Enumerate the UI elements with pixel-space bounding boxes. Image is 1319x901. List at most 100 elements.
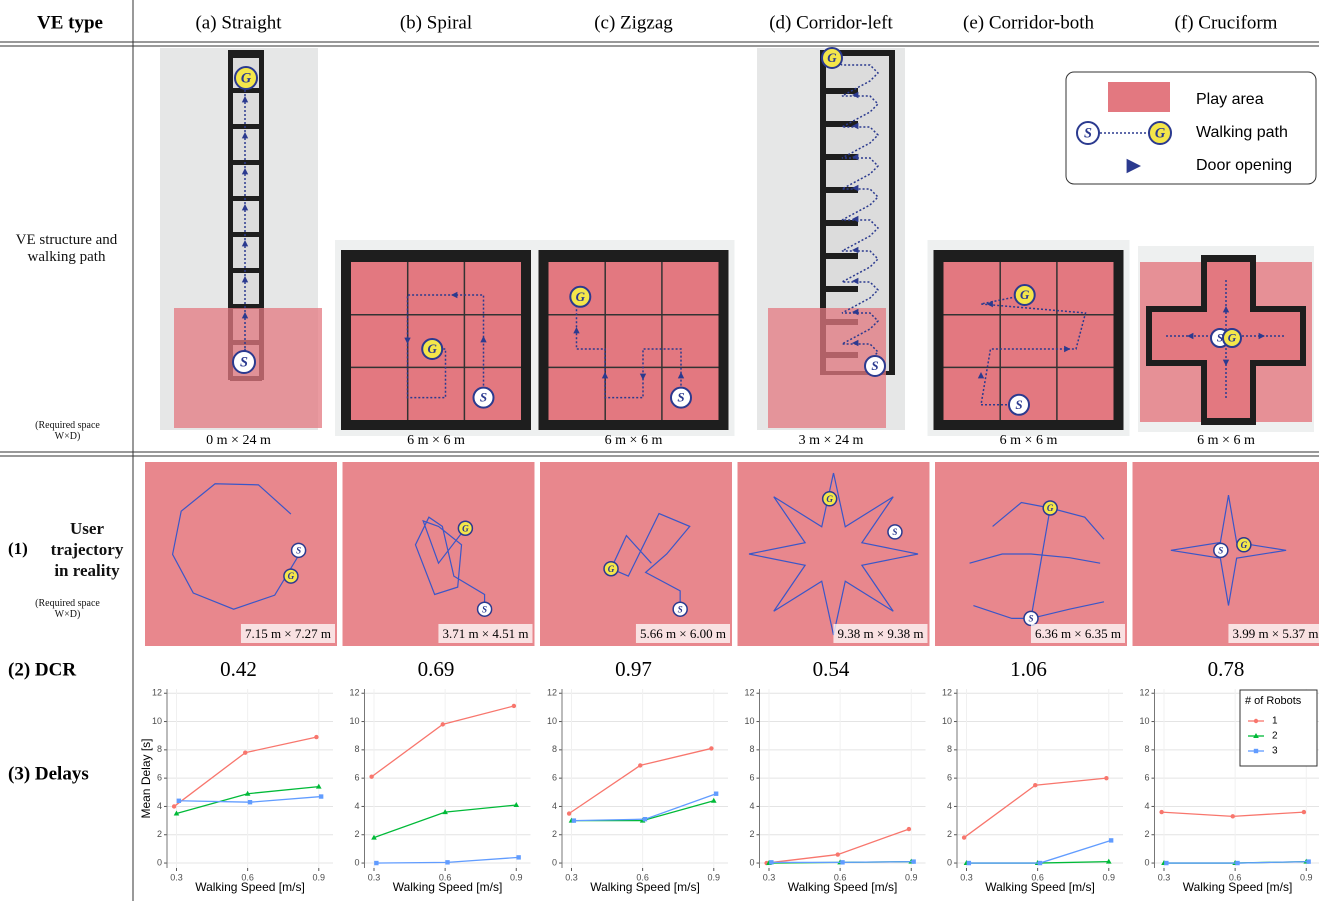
ve-wall bbox=[820, 220, 858, 226]
y-tick-label: 2 bbox=[552, 829, 557, 839]
real-play-area bbox=[738, 462, 930, 646]
required-space: 6 m × 6 m bbox=[407, 433, 465, 448]
goal-marker-label: G bbox=[462, 523, 469, 533]
ve-wall bbox=[230, 232, 262, 237]
y-tick-label: 0 bbox=[157, 857, 162, 867]
x-tick-label: 0.3 bbox=[368, 872, 381, 882]
x-tick-label: 0.3 bbox=[170, 872, 183, 882]
x-tick-label: 0.3 bbox=[960, 872, 973, 882]
y-tick-label: 0 bbox=[354, 857, 359, 867]
goal-marker-label: G bbox=[827, 50, 837, 65]
point bbox=[769, 860, 773, 864]
ve-wall bbox=[230, 268, 262, 273]
y-tick-label: 0 bbox=[552, 857, 557, 867]
point bbox=[714, 792, 718, 796]
point bbox=[1159, 810, 1163, 814]
point bbox=[513, 802, 519, 807]
y-tick-label: 12 bbox=[547, 688, 557, 698]
y-tick-label: 12 bbox=[744, 688, 754, 698]
row-label: (3) Delays bbox=[8, 763, 89, 784]
y-tick-label: 10 bbox=[942, 716, 952, 726]
point bbox=[1235, 861, 1239, 865]
point bbox=[177, 799, 181, 803]
row-note: (Required space W×D) bbox=[25, 598, 110, 620]
goal-marker-label: G bbox=[608, 564, 615, 574]
required-space: 6 m × 6 m bbox=[1197, 433, 1255, 448]
y-tick-label: 8 bbox=[1144, 744, 1149, 754]
point bbox=[1231, 814, 1235, 818]
point bbox=[512, 704, 516, 708]
real-play-area bbox=[145, 462, 337, 646]
y-tick-label: 6 bbox=[157, 773, 162, 783]
goal-marker-label: G bbox=[288, 571, 295, 581]
y-tick-label: 0 bbox=[1144, 857, 1149, 867]
x-axis-label: Walking Speed [m/s] bbox=[985, 880, 1095, 894]
goal-marker-label: G bbox=[1047, 503, 1054, 513]
column-header: (e) Corridor-both bbox=[963, 12, 1094, 33]
point bbox=[1306, 859, 1310, 863]
goal-marker-label: G bbox=[1228, 332, 1237, 345]
series-line bbox=[574, 794, 716, 821]
y-tick-label: 6 bbox=[749, 773, 754, 783]
start-marker-label: S bbox=[1084, 125, 1092, 141]
start-marker-label: S bbox=[240, 354, 248, 370]
ve-wall bbox=[820, 286, 858, 292]
y-tick-label: 12 bbox=[152, 688, 162, 698]
row-label: (2) DCR bbox=[8, 659, 76, 680]
point bbox=[711, 798, 717, 803]
y-tick-label: 8 bbox=[749, 744, 754, 754]
legend-label: 1 bbox=[1272, 716, 1278, 727]
point bbox=[907, 827, 911, 831]
point bbox=[1038, 861, 1042, 865]
series-line bbox=[174, 737, 316, 806]
x-axis-label: Walking Speed [m/s] bbox=[393, 880, 503, 894]
dcr-value: 0.97 bbox=[615, 657, 652, 681]
y-tick-label: 12 bbox=[349, 688, 359, 698]
point bbox=[441, 722, 445, 726]
point bbox=[172, 804, 176, 808]
row-label: User trajectory in reality bbox=[42, 518, 132, 581]
y-tick-label: 2 bbox=[749, 829, 754, 839]
series-line bbox=[969, 840, 1111, 863]
x-axis-label: Walking Speed [m/s] bbox=[1183, 880, 1293, 894]
y-tick-label: 2 bbox=[947, 829, 952, 839]
y-tick-label: 8 bbox=[947, 744, 952, 754]
x-tick-label: 0.9 bbox=[313, 872, 326, 882]
ve-wall bbox=[820, 253, 858, 259]
series-line bbox=[767, 829, 909, 863]
dcr-value: 0.69 bbox=[418, 657, 455, 681]
y-tick-label: 10 bbox=[349, 716, 359, 726]
y-tick-label: 8 bbox=[552, 744, 557, 754]
point bbox=[1033, 783, 1037, 787]
x-tick-label: 0.9 bbox=[708, 872, 721, 882]
series-line bbox=[569, 748, 711, 813]
required-space: 7.15 m × 7.27 m bbox=[245, 626, 331, 641]
y-tick-label: 0 bbox=[947, 857, 952, 867]
required-space: 3.99 m × 5.37 m bbox=[1232, 626, 1318, 641]
y-tick-label: 10 bbox=[1139, 716, 1149, 726]
real-play-area bbox=[540, 462, 732, 646]
start-marker-label: S bbox=[892, 527, 897, 537]
point bbox=[374, 861, 378, 865]
start-marker-label: S bbox=[296, 545, 301, 555]
y-tick-label: 2 bbox=[1144, 829, 1149, 839]
row-note: (Required space W×D) bbox=[25, 420, 110, 442]
point bbox=[1104, 776, 1108, 780]
start-marker-label: S bbox=[480, 390, 487, 405]
start-marker-label: S bbox=[1015, 397, 1022, 412]
point bbox=[962, 835, 966, 839]
point bbox=[445, 860, 449, 864]
goal-marker-label: G bbox=[1241, 540, 1248, 550]
y-tick-label: 4 bbox=[749, 801, 754, 811]
required-space: 3.71 m × 4.51 m bbox=[442, 626, 528, 641]
point bbox=[243, 750, 247, 754]
point bbox=[319, 794, 323, 798]
point bbox=[1254, 749, 1258, 753]
point bbox=[643, 817, 647, 821]
goal-marker-label: G bbox=[826, 494, 833, 504]
x-tick-label: 0.9 bbox=[1300, 872, 1313, 882]
y-tick-label: 0 bbox=[749, 857, 754, 867]
x-axis-label: Walking Speed [m/s] bbox=[590, 880, 700, 894]
y-tick-label: 2 bbox=[157, 829, 162, 839]
start-marker-label: S bbox=[678, 604, 683, 614]
